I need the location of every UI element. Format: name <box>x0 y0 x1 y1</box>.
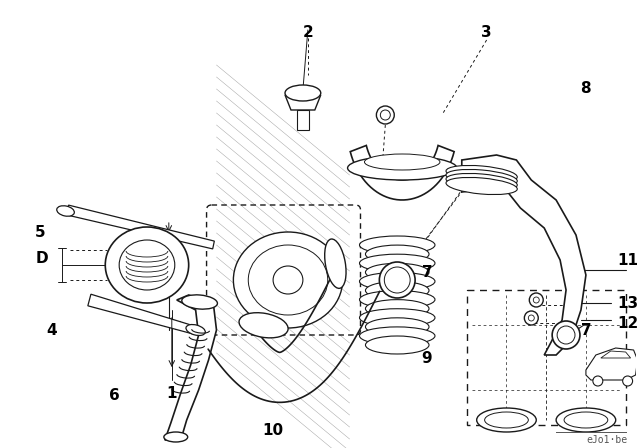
Circle shape <box>524 311 538 325</box>
Ellipse shape <box>446 173 517 190</box>
Text: 7: 7 <box>422 264 433 280</box>
Ellipse shape <box>365 263 429 281</box>
Circle shape <box>623 376 632 386</box>
Bar <box>467 290 626 425</box>
Ellipse shape <box>446 169 517 186</box>
Ellipse shape <box>365 318 429 336</box>
Polygon shape <box>462 155 586 355</box>
Text: 10: 10 <box>262 422 284 438</box>
Circle shape <box>380 262 415 298</box>
Ellipse shape <box>105 227 189 303</box>
Ellipse shape <box>248 245 328 315</box>
FancyBboxPatch shape <box>207 205 360 335</box>
Ellipse shape <box>57 206 74 216</box>
Text: 5: 5 <box>35 224 45 240</box>
Circle shape <box>529 293 543 307</box>
Ellipse shape <box>164 432 188 442</box>
Ellipse shape <box>273 266 303 294</box>
Ellipse shape <box>324 239 346 289</box>
Circle shape <box>533 297 540 303</box>
Polygon shape <box>285 95 321 110</box>
Text: 7: 7 <box>580 323 591 337</box>
Ellipse shape <box>360 327 435 345</box>
Ellipse shape <box>477 408 536 432</box>
Ellipse shape <box>360 272 435 290</box>
Text: 1: 1 <box>166 385 177 401</box>
Ellipse shape <box>564 412 608 428</box>
Ellipse shape <box>234 232 342 328</box>
Circle shape <box>593 376 603 386</box>
Circle shape <box>552 321 580 349</box>
Text: 4: 4 <box>46 323 57 337</box>
Ellipse shape <box>348 156 457 180</box>
Ellipse shape <box>556 408 616 432</box>
Polygon shape <box>88 294 195 334</box>
Polygon shape <box>297 110 309 130</box>
Ellipse shape <box>360 309 435 327</box>
Polygon shape <box>165 295 216 440</box>
Ellipse shape <box>360 291 435 309</box>
Ellipse shape <box>364 154 440 170</box>
Ellipse shape <box>446 165 517 183</box>
Text: 2: 2 <box>303 25 313 39</box>
Ellipse shape <box>365 300 429 318</box>
Circle shape <box>557 326 575 344</box>
Text: D: D <box>35 250 48 266</box>
Text: 9: 9 <box>422 350 433 366</box>
Ellipse shape <box>360 236 435 254</box>
Polygon shape <box>67 205 214 249</box>
Text: 3: 3 <box>481 25 492 39</box>
Circle shape <box>385 267 410 293</box>
Circle shape <box>376 106 394 124</box>
Ellipse shape <box>119 240 175 290</box>
Ellipse shape <box>365 336 429 354</box>
Ellipse shape <box>186 324 205 336</box>
Polygon shape <box>586 348 637 380</box>
Ellipse shape <box>285 85 321 101</box>
Text: 6: 6 <box>109 388 120 402</box>
Text: eJo1·be: eJo1·be <box>586 435 627 445</box>
Ellipse shape <box>360 254 435 272</box>
Text: 8: 8 <box>580 81 591 95</box>
Text: 12: 12 <box>617 315 638 331</box>
Ellipse shape <box>365 281 429 299</box>
Polygon shape <box>350 146 454 200</box>
Ellipse shape <box>365 245 429 263</box>
Ellipse shape <box>484 412 529 428</box>
Ellipse shape <box>446 177 517 194</box>
Polygon shape <box>601 351 630 358</box>
Ellipse shape <box>182 295 218 309</box>
Circle shape <box>380 110 390 120</box>
Ellipse shape <box>239 313 288 338</box>
Circle shape <box>529 315 534 321</box>
Text: 11: 11 <box>617 253 638 267</box>
Text: 13: 13 <box>617 296 638 310</box>
